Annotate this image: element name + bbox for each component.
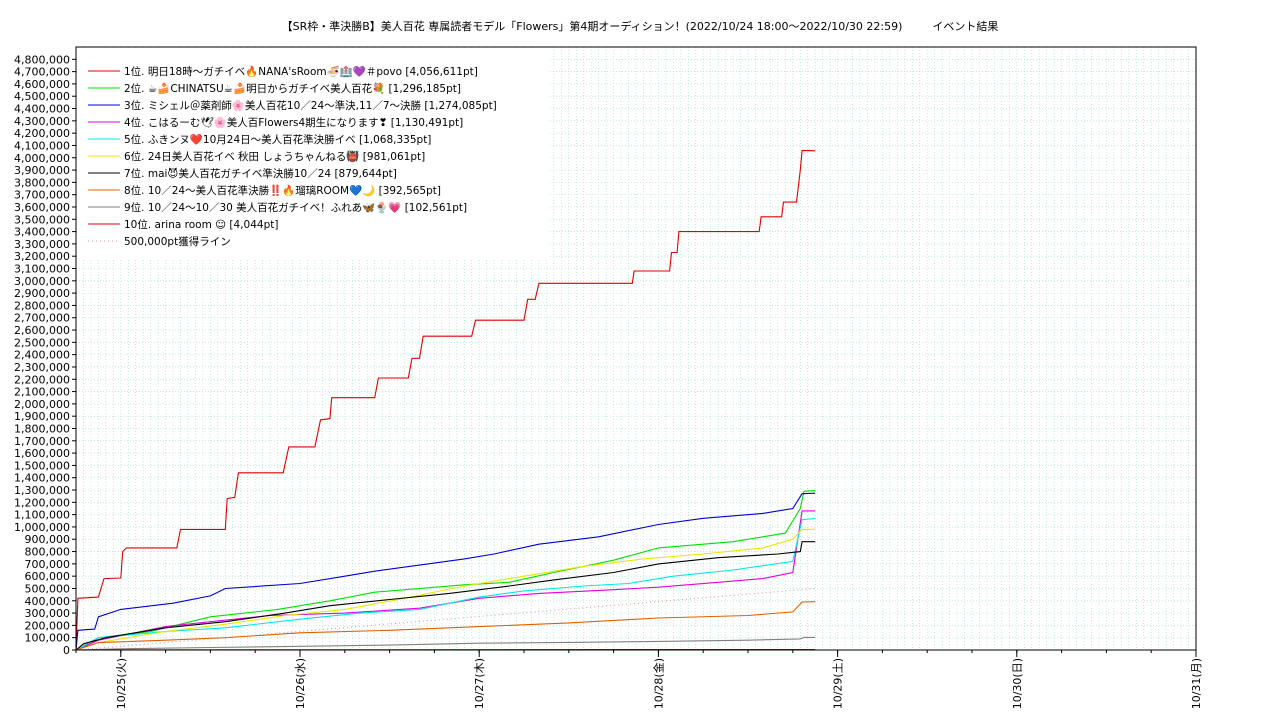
y-tick-label: 3,000,000 [14, 275, 70, 288]
axis-layer: 0100,000200,000300,000400,000500,000600,… [14, 46, 1203, 709]
y-tick-label: 2,600,000 [14, 324, 70, 337]
series-line-4 [75, 510, 816, 651]
y-tick-label: 2,900,000 [14, 287, 70, 300]
legend-label-7: 7位. mai😈美人百花ガチイベ準決勝10／24 [879,644pt] [124, 167, 397, 180]
legend-label-10: 10位. arina room ☺ [4,044pt] [124, 218, 278, 231]
legend-label-11: 500,000pt獲得ライン [124, 235, 231, 248]
y-tick-label: 100,000 [25, 632, 71, 645]
y-tick-label: 3,800,000 [14, 176, 70, 189]
y-tick-label: 1,400,000 [14, 472, 70, 485]
y-tick-label: 1,300,000 [14, 484, 70, 497]
y-tick-label: 2,100,000 [14, 386, 70, 399]
y-tick-label: 300,000 [25, 607, 71, 620]
series-line-1 [75, 149, 816, 651]
y-tick-label: 3,500,000 [14, 213, 70, 226]
y-tick-label: 4,700,000 [14, 66, 70, 79]
y-tick-label: 2,200,000 [14, 373, 70, 386]
chart-title-suffix: イベント結果 [932, 20, 999, 33]
series-line-5 [75, 517, 816, 651]
grid-layer [75, 47, 1197, 651]
y-tick-label: 2,800,000 [14, 299, 70, 312]
y-tick-label: 3,600,000 [14, 201, 70, 214]
y-tick-label: 4,500,000 [14, 90, 70, 103]
series-line-7 [75, 541, 816, 651]
x-tick-label: 10/27(木) [473, 658, 486, 709]
y-tick-label: 1,200,000 [14, 496, 70, 509]
y-tick-label: 1,600,000 [14, 447, 70, 460]
y-tick-label: 3,300,000 [14, 238, 70, 251]
y-tick-label: 4,300,000 [14, 115, 70, 128]
y-tick-label: 3,200,000 [14, 250, 70, 263]
legend-label-2: 2位. ☕🍰CHINATSU☕🍰明日からガチイベ美人百花💐 [1,296,185… [124, 82, 461, 95]
series-line-6 [75, 528, 816, 651]
y-tick-label: 4,800,000 [14, 53, 70, 66]
y-tick-label: 1,000,000 [14, 521, 70, 534]
y-tick-label: 1,800,000 [14, 422, 70, 435]
chart-title: 【SR枠・準決勝B】美人百花 専属読者モデル「Flowers」第4期オーディショ… [0, 18, 1280, 34]
x-tick-label: 10/30(日) [1011, 658, 1024, 709]
x-tick-label: 10/31(月) [1190, 658, 1203, 709]
y-tick-label: 2,700,000 [14, 312, 70, 325]
x-tick-label: 10/25(火) [115, 658, 128, 709]
series-line-8 [75, 601, 816, 651]
plot-frame [75, 46, 1197, 651]
y-tick-label: 0 [63, 644, 70, 657]
y-tick-label: 1,900,000 [14, 410, 70, 423]
y-tick-label: 4,100,000 [14, 139, 70, 152]
y-tick-label: 2,300,000 [14, 361, 70, 374]
y-tick-label: 1,500,000 [14, 459, 70, 472]
legend-background [78, 49, 548, 259]
y-tick-label: 400,000 [25, 595, 71, 608]
legend: 1位. 明日18時〜ガチイベ🔥NANA'sRoom🍜🏥💜＃povo [4,056… [78, 49, 548, 259]
y-tick-label: 600,000 [25, 570, 71, 583]
legend-label-8: 8位. 10／24〜美人百花準決勝‼️🔥瑠璃ROOM💙🌙 [392,565pt] [124, 184, 441, 197]
y-tick-label: 1,700,000 [14, 435, 70, 448]
y-tick-label: 3,100,000 [14, 263, 70, 276]
chart-title-main: 【SR枠・準決勝B】美人百花 専属読者モデル「Flowers」第4期オーディショ… [281, 20, 903, 33]
legend-label-3: 3位. ミシェル＠薬剤師🌸美人百花10／24〜準決,11／7〜決勝 [1,274… [124, 99, 497, 112]
y-tick-label: 3,700,000 [14, 189, 70, 202]
y-tick-label: 3,900,000 [14, 164, 70, 177]
y-tick-label: 2,000,000 [14, 398, 70, 411]
legend-label-9: 9位. 10／24〜10／30 美人百花ガチイベ！ふれあ🦋🍨💗 [102,561… [124, 201, 467, 214]
series-line-2 [75, 489, 816, 651]
y-tick-label: 4,000,000 [14, 152, 70, 165]
series-line-9 [75, 636, 816, 651]
legend-label-1: 1位. 明日18時〜ガチイベ🔥NANA'sRoom🍜🏥💜＃povo [4,056… [124, 65, 478, 78]
series-layer [75, 149, 816, 651]
y-tick-label: 3,400,000 [14, 226, 70, 239]
series-line-3 [75, 492, 816, 651]
x-tick-label: 10/26(水) [294, 658, 307, 709]
y-tick-label: 4,400,000 [14, 103, 70, 116]
y-tick-label: 200,000 [25, 619, 71, 632]
y-tick-label: 1,100,000 [14, 509, 70, 522]
y-tick-label: 4,600,000 [14, 78, 70, 91]
x-tick-label: 10/29(土) [832, 658, 845, 709]
legend-label-5: 5位. ふきンヌ❤️10月24日〜美人百花準決勝イベ [1,068,335pt] [124, 133, 431, 146]
y-tick-label: 2,400,000 [14, 349, 70, 362]
y-tick-label: 700,000 [25, 558, 71, 571]
legend-label-4: 4位. こはるーむ🕊🌸美人百Flowers4期生になります❣ [1,130,49… [124, 116, 463, 129]
x-tick-label: 10/28(金) [651, 658, 665, 709]
legend-label-6: 6位. 24日美人百花イベ 秋田 しょうちゃんねる👹 [981,061pt] [124, 150, 425, 163]
y-tick-label: 4,200,000 [14, 127, 70, 140]
y-tick-label: 500,000 [25, 582, 71, 595]
y-tick-label: 800,000 [25, 546, 71, 559]
y-tick-label: 900,000 [25, 533, 71, 546]
y-tick-label: 2,500,000 [14, 336, 70, 349]
